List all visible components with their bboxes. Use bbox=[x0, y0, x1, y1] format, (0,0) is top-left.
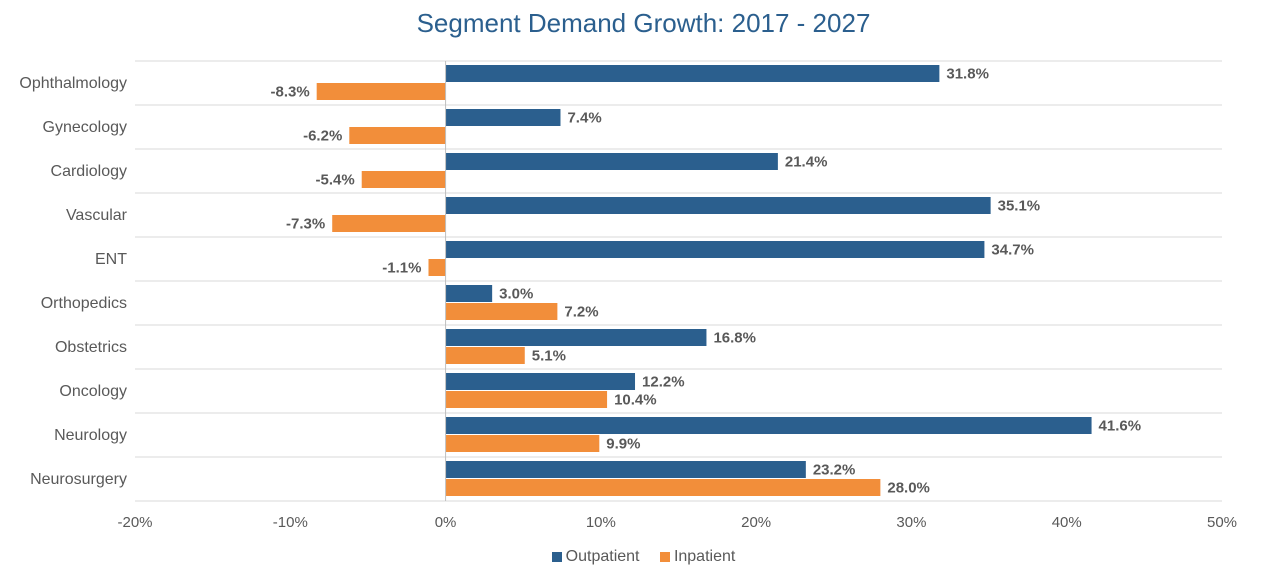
bar-outpatient bbox=[445, 65, 940, 82]
bar-outpatient bbox=[445, 373, 636, 390]
bar-outpatient bbox=[445, 241, 985, 258]
bar-inpatient bbox=[445, 435, 600, 452]
bar-inpatient bbox=[445, 347, 525, 364]
bar-outpatient bbox=[445, 153, 778, 170]
data-label: 34.7% bbox=[991, 242, 1034, 259]
bar-inpatient bbox=[445, 479, 881, 496]
bar-inpatient bbox=[445, 391, 608, 408]
data-label: 31.8% bbox=[946, 66, 989, 83]
data-label: 10.4% bbox=[614, 392, 657, 409]
bar-inpatient bbox=[316, 83, 446, 100]
data-label: 21.4% bbox=[785, 154, 828, 171]
category-label: Ophthalmology bbox=[19, 75, 127, 92]
data-label: -7.3% bbox=[286, 216, 325, 233]
bar-outpatient bbox=[445, 329, 707, 346]
x-tick-label: 0% bbox=[435, 514, 457, 531]
x-tick-label: 20% bbox=[741, 514, 771, 531]
category-label: Neurosurgery bbox=[30, 471, 127, 488]
x-tick-label: 40% bbox=[1052, 514, 1082, 531]
data-label: -5.4% bbox=[316, 172, 355, 189]
data-label: 3.0% bbox=[499, 286, 533, 303]
data-label: -8.3% bbox=[270, 84, 309, 101]
x-tick-label: -20% bbox=[117, 514, 152, 531]
bar-inpatient bbox=[361, 171, 446, 188]
bar-outpatient bbox=[445, 197, 991, 214]
category-label: Orthopedics bbox=[41, 295, 127, 312]
legend-swatch-outpatient bbox=[551, 552, 562, 562]
legend-label-outpatient: Outpatient bbox=[565, 548, 640, 565]
data-label: 28.0% bbox=[887, 480, 930, 497]
category-label: Vascular bbox=[66, 207, 128, 224]
category-label: Neurology bbox=[54, 427, 127, 444]
bar-inpatient bbox=[428, 259, 446, 276]
bar-inpatient bbox=[349, 127, 446, 144]
bar-outpatient bbox=[445, 109, 561, 126]
legend-item-inpatient: Inpatient bbox=[659, 548, 736, 566]
data-label: 7.2% bbox=[564, 304, 598, 321]
x-tick-label: -10% bbox=[273, 514, 308, 531]
data-label: 41.6% bbox=[1099, 418, 1142, 435]
legend-label-inpatient: Inpatient bbox=[673, 548, 736, 565]
bar-outpatient bbox=[445, 461, 806, 478]
category-label: Oncology bbox=[59, 383, 127, 400]
bar-inpatient bbox=[445, 303, 558, 320]
category-label: Cardiology bbox=[51, 163, 127, 180]
x-tick-label: 30% bbox=[896, 514, 926, 531]
bar-outpatient bbox=[445, 285, 493, 302]
data-label: 9.9% bbox=[606, 436, 640, 453]
bar-outpatient bbox=[445, 417, 1092, 434]
data-label: 7.4% bbox=[567, 110, 601, 127]
data-label: 23.2% bbox=[813, 462, 856, 479]
data-label: 12.2% bbox=[642, 374, 685, 391]
category-label: Obstetrics bbox=[55, 339, 127, 356]
chart-title: Segment Demand Growth: 2017 - 2027 bbox=[416, 8, 871, 38]
data-label: 16.8% bbox=[713, 330, 756, 347]
data-label: -6.2% bbox=[303, 128, 342, 145]
category-label: ENT bbox=[95, 251, 127, 268]
data-label: 5.1% bbox=[532, 348, 566, 365]
legend-swatch-inpatient bbox=[659, 552, 670, 562]
bar-inpatient bbox=[332, 215, 446, 232]
x-tick-label: 50% bbox=[1207, 514, 1237, 531]
category-label: Gynecology bbox=[43, 119, 128, 136]
data-label: 35.1% bbox=[998, 198, 1041, 215]
legend: Outpatient Inpatient bbox=[0, 548, 1287, 567]
x-tick-label: 10% bbox=[586, 514, 616, 531]
legend-item-outpatient: Outpatient bbox=[551, 548, 640, 566]
data-label: -1.1% bbox=[382, 260, 421, 277]
